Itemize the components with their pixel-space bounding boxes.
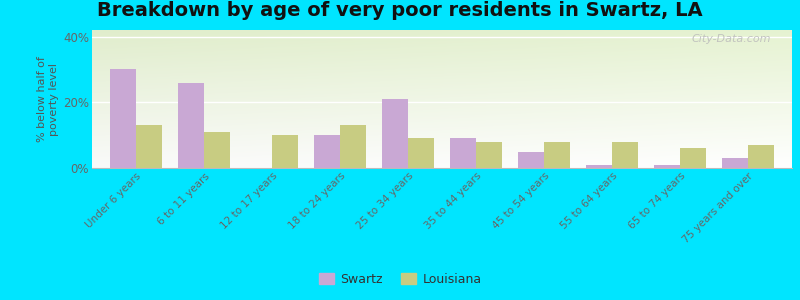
Text: Breakdown by age of very poor residents in Swartz, LA: Breakdown by age of very poor residents … [97,2,703,20]
Bar [340,125,366,168]
Bar [408,138,434,168]
Y-axis label: % below half of
poverty level: % below half of poverty level [38,56,59,142]
Bar [586,165,612,168]
Bar [612,142,638,168]
Bar [518,152,544,168]
Bar [204,132,230,168]
Bar [314,135,340,168]
Bar [680,148,706,168]
Bar [272,135,298,168]
Bar [722,158,748,168]
Bar [544,142,570,168]
Bar [476,142,502,168]
Bar [382,99,408,168]
Bar [450,138,476,168]
Bar [178,82,204,168]
Bar [110,69,136,168]
Bar [136,125,162,168]
Text: City-Data.com: City-Data.com [691,34,771,44]
Legend: Swartz, Louisiana: Swartz, Louisiana [314,268,486,291]
Bar [748,145,774,168]
Bar [654,165,680,168]
